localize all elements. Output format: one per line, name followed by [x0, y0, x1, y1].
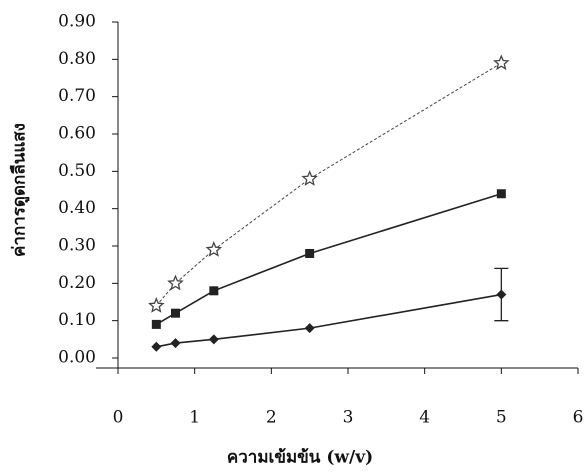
marker-diamond — [151, 342, 161, 352]
marker-diamond — [305, 323, 315, 333]
x-tick-label: 4 — [419, 408, 430, 428]
marker-diamond — [171, 338, 181, 348]
marker-star — [207, 243, 220, 256]
marker-square — [152, 320, 161, 329]
marker-square — [305, 249, 314, 258]
marker-square — [497, 189, 506, 198]
x-axis-label: ความเข้มข้น (w/v) — [227, 448, 373, 468]
marker-diamond — [209, 334, 219, 344]
y-tick-label: 0.80 — [58, 49, 96, 69]
series-line — [156, 194, 501, 325]
y-tick-label: 0.60 — [58, 124, 96, 144]
y-tick-label: 0.90 — [58, 12, 96, 32]
y-tick-label: 0.10 — [58, 310, 96, 330]
x-tick-label: 0 — [113, 408, 124, 428]
y-tick-label: 0.70 — [58, 86, 96, 106]
y-tick-label: 0.40 — [58, 198, 96, 218]
marker-star — [495, 56, 508, 69]
y-tick-label: 0.20 — [58, 273, 96, 293]
marker-star — [169, 276, 182, 289]
marker-star — [303, 172, 316, 185]
x-tick-label: 1 — [189, 408, 200, 428]
y-tick-label: 0.50 — [58, 161, 96, 181]
series-line — [156, 63, 501, 306]
x-tick-label: 2 — [266, 408, 277, 428]
x-tick-label: 6 — [573, 408, 584, 428]
chart: ความเข้มข้น (w/v) ค่าการดูดกลืนแสง 0.00 0… — [0, 0, 584, 470]
x-tick-label: 3 — [343, 408, 354, 428]
y-axis-label: ค่าการดูดกลืนแสง — [9, 123, 31, 257]
x-tick-label: 5 — [496, 408, 507, 428]
series-line — [156, 295, 501, 347]
marker-square — [171, 309, 180, 318]
marker-diamond — [496, 290, 506, 300]
y-tick-label: 0.00 — [58, 348, 96, 368]
marker-square — [209, 286, 218, 295]
y-tick-label: 0.30 — [58, 236, 96, 256]
